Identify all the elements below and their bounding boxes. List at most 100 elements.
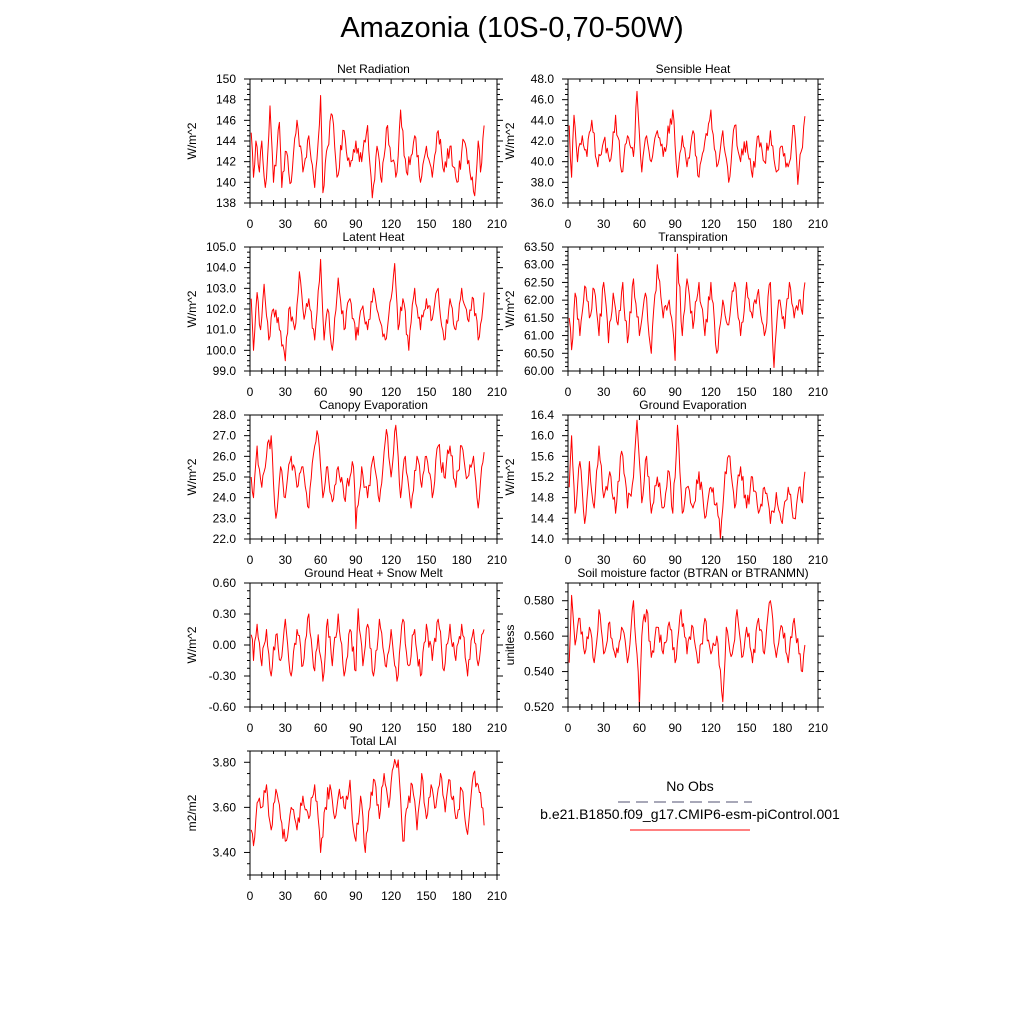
y-tick-label: 148 [216, 93, 236, 107]
x-tick-label: 180 [452, 889, 472, 903]
x-tick-label: 210 [487, 385, 507, 399]
x-tick-label: 180 [772, 553, 792, 567]
y-tick-label: 62.00 [524, 293, 554, 307]
y-tick-label: 22.0 [213, 532, 237, 546]
panel-title: Ground Heat + Snow Melt [304, 566, 443, 580]
panel-title: Canopy Evaporation [319, 398, 428, 412]
x-tick-label: 150 [737, 385, 757, 399]
x-tick-label: 180 [772, 721, 792, 735]
y-tick-label: 0.560 [524, 629, 554, 643]
x-tick-label: 210 [808, 553, 828, 567]
series-line [250, 424, 485, 530]
y-tick-label: 61.00 [524, 329, 554, 343]
y-tick-label: 48.0 [531, 72, 555, 86]
panel-sensible-heat: Sensible Heat 0 30 60 90 120 150 180 210 36.0 38.0… [503, 62, 828, 231]
y-tick-label: 99.0 [213, 364, 237, 378]
x-tick-label: 120 [381, 721, 401, 735]
series-line [250, 258, 485, 362]
x-tick-label: 90 [668, 385, 682, 399]
x-tick-label: 210 [487, 721, 507, 735]
x-tick-label: 90 [668, 217, 682, 231]
x-tick-label: 90 [668, 553, 682, 567]
panel-net-radiation: Net Radiation 0 30 60 90 120 150 180 210 138 140 14… [185, 62, 507, 231]
panel-title: Ground Evaporation [639, 398, 746, 412]
panel-latent-heat: Latent Heat 0 30 60 90 120 150 180 210 99.0 100.0 1… [185, 230, 507, 399]
y-tick-label: 62.50 [524, 275, 554, 289]
x-tick-label: 30 [279, 217, 293, 231]
plot-frame [249, 414, 498, 540]
legend-obs-line [618, 801, 752, 803]
legend-series-line [630, 829, 750, 831]
y-tick-label: 0.580 [524, 594, 554, 608]
x-tick-label: 30 [597, 217, 611, 231]
panel-canopy-evaporation: Canopy Evaporation 0 30 60 90 120 150 180 210 22.… [185, 398, 507, 567]
y-tick-label: 138 [216, 196, 236, 210]
y-tick-label: 0.00 [213, 638, 237, 652]
x-tick-label: 30 [279, 385, 293, 399]
x-tick-label: 0 [247, 385, 254, 399]
panel-title: Net Radiation [337, 62, 410, 76]
panel-title: Total LAI [350, 734, 397, 748]
y-tick-label: 26.0 [213, 449, 237, 463]
x-tick-label: 120 [381, 553, 401, 567]
x-tick-label: 150 [416, 721, 436, 735]
x-tick-label: 60 [314, 217, 328, 231]
y-tick-label: 0.30 [213, 607, 237, 621]
y-tick-label: 146 [216, 113, 236, 127]
panel-transpiration: Transpiration 0 30 60 90 120 150 180 210 60.00 60.… [503, 230, 828, 399]
x-tick-label: 150 [416, 889, 436, 903]
y-tick-label: 142 [216, 155, 236, 169]
x-tick-label: 120 [381, 217, 401, 231]
panel-soil-moisture-factor: Soil moisture factor (BTRAN or BTRANMN) 0… [503, 566, 828, 735]
x-tick-label: 30 [279, 721, 293, 735]
x-tick-label: 120 [701, 217, 721, 231]
x-tick-label: 180 [452, 385, 472, 399]
x-tick-label: 180 [452, 217, 472, 231]
panel-total-lai: Total LAI 0 30 60 90 120 150 180 210 3.40 3.60 3.80… [185, 734, 507, 903]
x-tick-label: 210 [487, 889, 507, 903]
x-tick-label: 180 [452, 553, 472, 567]
x-tick-label: 30 [279, 889, 293, 903]
panel-ground-heat-snow-melt: Ground Heat + Snow Melt 0 30 60 90 120 150 180 2… [185, 566, 507, 735]
y-axis-label: W/m^2 [185, 626, 199, 663]
series-line [250, 608, 485, 682]
y-axis-label: W/m^2 [503, 458, 517, 495]
y-tick-label: 102.0 [206, 302, 236, 316]
x-tick-label: 150 [737, 721, 757, 735]
x-tick-label: 90 [349, 721, 363, 735]
y-tick-label: -0.30 [209, 669, 237, 683]
x-tick-label: 60 [314, 721, 328, 735]
x-tick-label: 30 [597, 721, 611, 735]
y-tick-label: 44.0 [531, 113, 555, 127]
y-axis-label: W/m^2 [185, 290, 199, 327]
x-tick-label: 120 [381, 385, 401, 399]
x-tick-label: 90 [349, 217, 363, 231]
x-tick-label: 30 [597, 385, 611, 399]
x-tick-label: 210 [808, 217, 828, 231]
y-tick-label: 105.0 [206, 240, 236, 254]
x-tick-label: 0 [247, 217, 254, 231]
y-tick-label: 61.50 [524, 311, 554, 325]
y-tick-label: 16.4 [531, 408, 555, 422]
y-tick-label: 23.0 [213, 511, 237, 525]
x-tick-label: 120 [701, 385, 721, 399]
y-tick-label: 16.0 [531, 429, 555, 443]
y-tick-label: 25.0 [213, 470, 237, 484]
x-tick-label: 120 [701, 721, 721, 735]
y-tick-label: 101.0 [206, 323, 236, 337]
x-tick-label: 120 [381, 889, 401, 903]
x-tick-label: 180 [772, 217, 792, 231]
x-tick-label: 0 [247, 553, 254, 567]
plot-frame [249, 246, 498, 372]
legend-series-label: b.e21.B1850.f09_g17.CMIP6-esm-piControl.… [540, 806, 840, 822]
y-tick-label: 38.0 [531, 175, 555, 189]
x-tick-label: 60 [314, 553, 328, 567]
x-tick-label: 120 [701, 553, 721, 567]
plot-frame [567, 414, 819, 540]
y-tick-label: 14.0 [531, 532, 555, 546]
x-tick-label: 60 [633, 553, 647, 567]
x-tick-label: 150 [737, 553, 757, 567]
panel-ground-evaporation: Ground Evaporation 0 30 60 90 120 150 180 210 14.… [503, 398, 828, 567]
y-tick-label: 14.8 [531, 491, 555, 505]
y-tick-label: 46.0 [531, 93, 555, 107]
